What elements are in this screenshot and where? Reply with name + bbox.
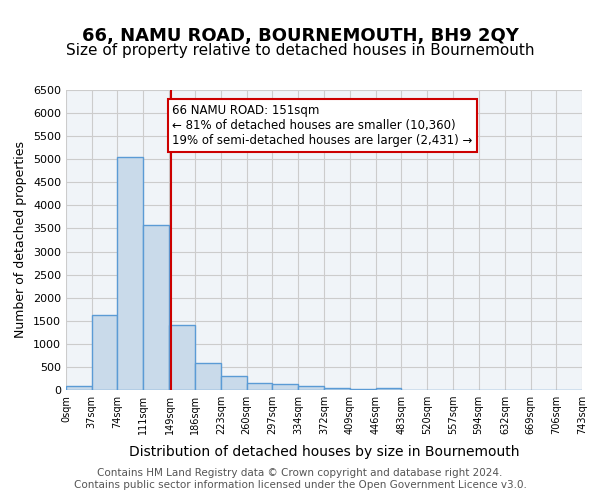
- Text: 66, NAMU ROAD, BOURNEMOUTH, BH9 2QY: 66, NAMU ROAD, BOURNEMOUTH, BH9 2QY: [82, 28, 518, 46]
- Bar: [247, 383, 272, 390]
- Text: Contains HM Land Registry data © Crown copyright and database right 2024.
Contai: Contains HM Land Registry data © Crown c…: [74, 468, 526, 490]
- Bar: [66, 386, 92, 390]
- Bar: [92, 315, 118, 390]
- Bar: [272, 384, 298, 390]
- Bar: [350, 388, 376, 390]
- Text: Size of property relative to detached houses in Bournemouth: Size of property relative to detached ho…: [66, 42, 534, 58]
- Bar: [376, 388, 401, 390]
- Bar: [169, 326, 195, 390]
- Text: 66 NAMU ROAD: 151sqm
← 81% of detached houses are smaller (10,360)
19% of semi-d: 66 NAMU ROAD: 151sqm ← 81% of detached h…: [172, 104, 473, 147]
- Bar: [118, 157, 143, 390]
- Bar: [298, 386, 325, 390]
- Bar: [195, 363, 221, 390]
- Bar: [325, 388, 350, 390]
- Bar: [221, 376, 247, 390]
- Bar: [143, 225, 169, 390]
- X-axis label: Distribution of detached houses by size in Bournemouth: Distribution of detached houses by size …: [129, 446, 519, 460]
- Y-axis label: Number of detached properties: Number of detached properties: [14, 142, 28, 338]
